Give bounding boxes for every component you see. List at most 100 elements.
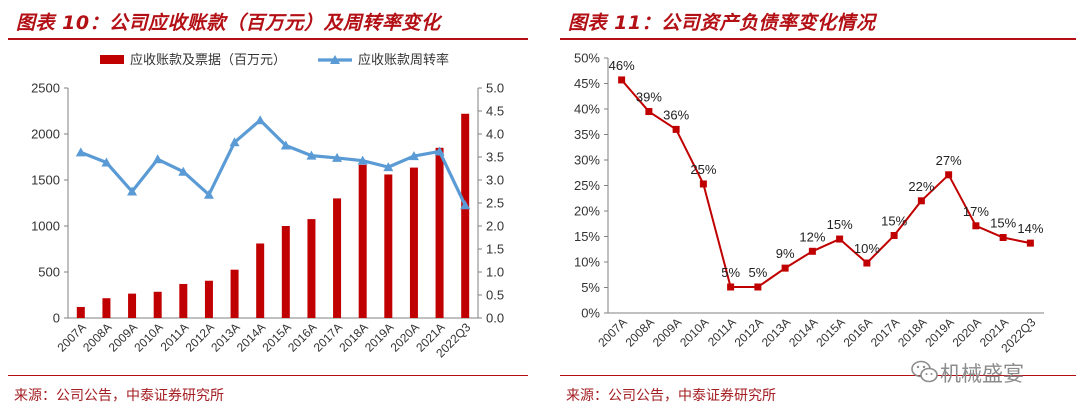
debt-ratio-data-label: 14% (1017, 221, 1043, 236)
turnover-rate-point (408, 151, 419, 161)
x-tick-label: 2016A (841, 315, 875, 349)
line-debt-ratio (620, 79, 1031, 288)
debt-ratio-point (890, 231, 898, 239)
turnover-rate-point (383, 162, 394, 172)
right-y-tick-label: 1.0 (486, 265, 504, 280)
x-tick-label: 2020A (950, 315, 984, 349)
x-tick-label: 2010A (131, 320, 165, 354)
debt-ratio-point (699, 180, 707, 188)
debt-ratio-point (999, 234, 1007, 242)
bar-receivables (230, 269, 239, 318)
debt-ratio-data-label: 39% (636, 90, 662, 105)
debt-ratio-point (836, 235, 844, 243)
x-tick-label: 2012A (732, 315, 766, 349)
x-tick-label: 2019A (922, 315, 956, 349)
y-tick-label: 0% (581, 306, 600, 321)
x-tick-label: 2017A (868, 315, 902, 349)
debt-ratio-data-label: 15% (881, 213, 907, 228)
debt-ratio-point (808, 247, 816, 255)
debt-ratio-point (754, 283, 762, 291)
turnover-rate-point (127, 186, 138, 196)
legend-line-label: 应收账款周转率 (358, 52, 449, 67)
line-turnover-rate (80, 118, 467, 206)
debt-ratio-data-label: 27% (936, 153, 962, 168)
debt-ratio-data-label: 5% (721, 265, 740, 280)
bar-receivables (281, 226, 290, 318)
legend-bar-swatch (100, 55, 124, 64)
x-tick-label: 2015A (813, 315, 847, 349)
bar-receivables (76, 306, 85, 318)
debt-ratio-data-label: 15% (990, 216, 1016, 231)
right-y-tick-label: 4.0 (486, 127, 504, 142)
right-chart-svg: 0%5%10%15%20%25%30%35%40%45%50% 46%39%36%… (574, 51, 1044, 355)
debt-ratio-data-label: 9% (776, 246, 795, 261)
left-title-rule (8, 38, 528, 40)
left-y-tick-label: 1000 (31, 219, 60, 234)
left-source-rule (8, 375, 528, 376)
turnover-rate-point (229, 137, 240, 147)
debt-ratio-data-label: 12% (799, 229, 825, 244)
legend-bar-label: 应收账款及票据（百万元） (130, 52, 286, 67)
bar-receivables (204, 280, 213, 318)
turnover-rate-point (434, 146, 445, 156)
bar-receivables (435, 147, 444, 318)
debt-ratio-point (618, 76, 626, 84)
right-title-rule (560, 38, 1076, 40)
debt-ratio-data-label: 25% (690, 162, 716, 177)
y-tick-label: 40% (574, 102, 600, 117)
bar-receivables (358, 164, 367, 318)
left-y-tick-label: 500 (38, 265, 60, 280)
right-y-tick-label: 0.0 (486, 311, 504, 326)
y-tick-label: 15% (574, 229, 600, 244)
turnover-rate-point (101, 157, 112, 167)
debt-ratio-point (917, 197, 925, 205)
right-y-tick-label: 3.0 (486, 173, 504, 188)
turnover-rate-point (203, 189, 214, 199)
left-y-tick-label: 2000 (31, 127, 60, 142)
debt-ratio-data-label: 22% (908, 179, 934, 194)
right-y-tick-label: 3.5 (486, 150, 504, 165)
y-tick-label: 10% (574, 255, 600, 270)
turnover-rate-point (332, 152, 343, 162)
debt-ratio-point (727, 283, 735, 291)
y-tick-label: 25% (574, 178, 600, 193)
turnover-rate-point (306, 150, 317, 160)
debt-ratio-data-label: 36% (663, 107, 689, 122)
y-tick-label: 5% (581, 280, 600, 295)
turnover-rate-point (255, 115, 266, 125)
debt-ratio-data-label: 17% (963, 204, 989, 219)
left-chart-panel: 图表 10：公司应收账款（百万元）及周转率变化 0 500 1000 1500 2000… (0, 0, 536, 418)
right-y-tick-label: 0.5 (486, 288, 504, 303)
y-tick-label: 45% (574, 76, 600, 91)
bar-receivables (461, 113, 470, 318)
turnover-rate-point (460, 200, 471, 210)
right-y-tick-label: 1.5 (486, 242, 504, 257)
debt-ratio-data-label: 5% (748, 265, 767, 280)
x-tick-label: 2011A (705, 315, 739, 349)
x-tick-label: 2007A (595, 315, 629, 349)
x-tick-label: 2008A (623, 315, 657, 349)
debt-ratio-point (672, 125, 680, 133)
turnover-rate-point (280, 140, 291, 150)
left-chart-svg: 0 500 1000 1500 2000 2500 0.0 0.5 1.0 1.5 2.0 2.5 3.… (31, 52, 504, 360)
right-y-tick-label: 2.5 (486, 196, 504, 211)
debt-ratio-point (1026, 239, 1034, 247)
bar-receivables (409, 167, 418, 318)
wechat-icon (911, 360, 938, 383)
right-chart-source: 来源：公司公告，中泰证券研究所 (566, 388, 776, 404)
bar-receivables (333, 198, 342, 318)
debt-ratio-point (781, 264, 789, 272)
watermark: 机械盛宴 (910, 356, 1070, 388)
debt-ratio-data-label: 46% (609, 58, 635, 73)
right-chart-title: 图表 11：公司资产负债率变化情况 (568, 12, 876, 34)
turnover-rate-point (75, 147, 86, 157)
x-tick-label: 2014A (786, 315, 820, 349)
turnover-rate-point (178, 166, 189, 176)
right-y-tick-label: 2.0 (486, 219, 504, 234)
turnover-rate-point (152, 154, 163, 164)
left-y-tick-label: 2500 (31, 81, 60, 96)
right-source-rule (560, 375, 1076, 376)
debt-ratio-point (945, 171, 953, 179)
bar-receivables (102, 298, 111, 318)
x-tick-label: 2010A (677, 315, 711, 349)
